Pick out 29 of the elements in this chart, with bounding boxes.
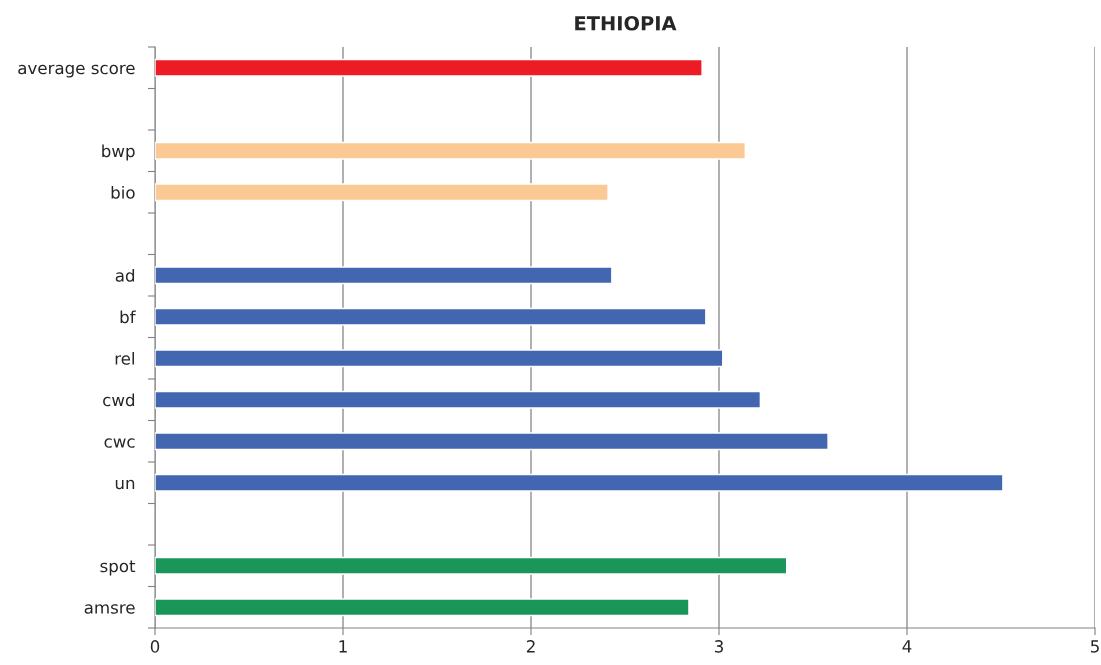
bar — [155, 349, 724, 368]
chart-title: ETHIOPIA — [575, 15, 677, 31]
x-tick-label: 2 — [526, 640, 535, 653]
y-tick-label: ad — [115, 268, 135, 282]
x-tick-label: 3 — [714, 640, 723, 653]
y-tick-label: cwd — [103, 393, 135, 407]
bar — [155, 58, 703, 77]
bar — [155, 307, 707, 326]
y-tick-label: rel — [115, 351, 134, 365]
bar — [155, 473, 1004, 492]
x-tick-label: 0 — [150, 640, 160, 653]
y-tick-label: bf — [120, 310, 136, 324]
y-tick-label: bio — [111, 185, 135, 199]
bar — [155, 598, 690, 617]
y-tick-label: un — [115, 479, 135, 490]
x-tick-label: 4 — [902, 640, 912, 653]
bar — [155, 556, 788, 575]
y-tick-label: amsre — [84, 604, 135, 614]
bar — [155, 266, 613, 285]
bar — [155, 141, 747, 160]
x-tick-label: 1 — [339, 640, 347, 653]
bar — [155, 390, 762, 409]
y-tick-label: bwp — [102, 144, 135, 161]
y-tick-label: cwc — [104, 438, 135, 448]
y-tick-label: spot — [100, 560, 136, 576]
bar — [155, 432, 829, 451]
x-tick-label: 5 — [1090, 640, 1099, 653]
bar — [155, 183, 609, 202]
y-tick-label: average score — [18, 64, 135, 78]
